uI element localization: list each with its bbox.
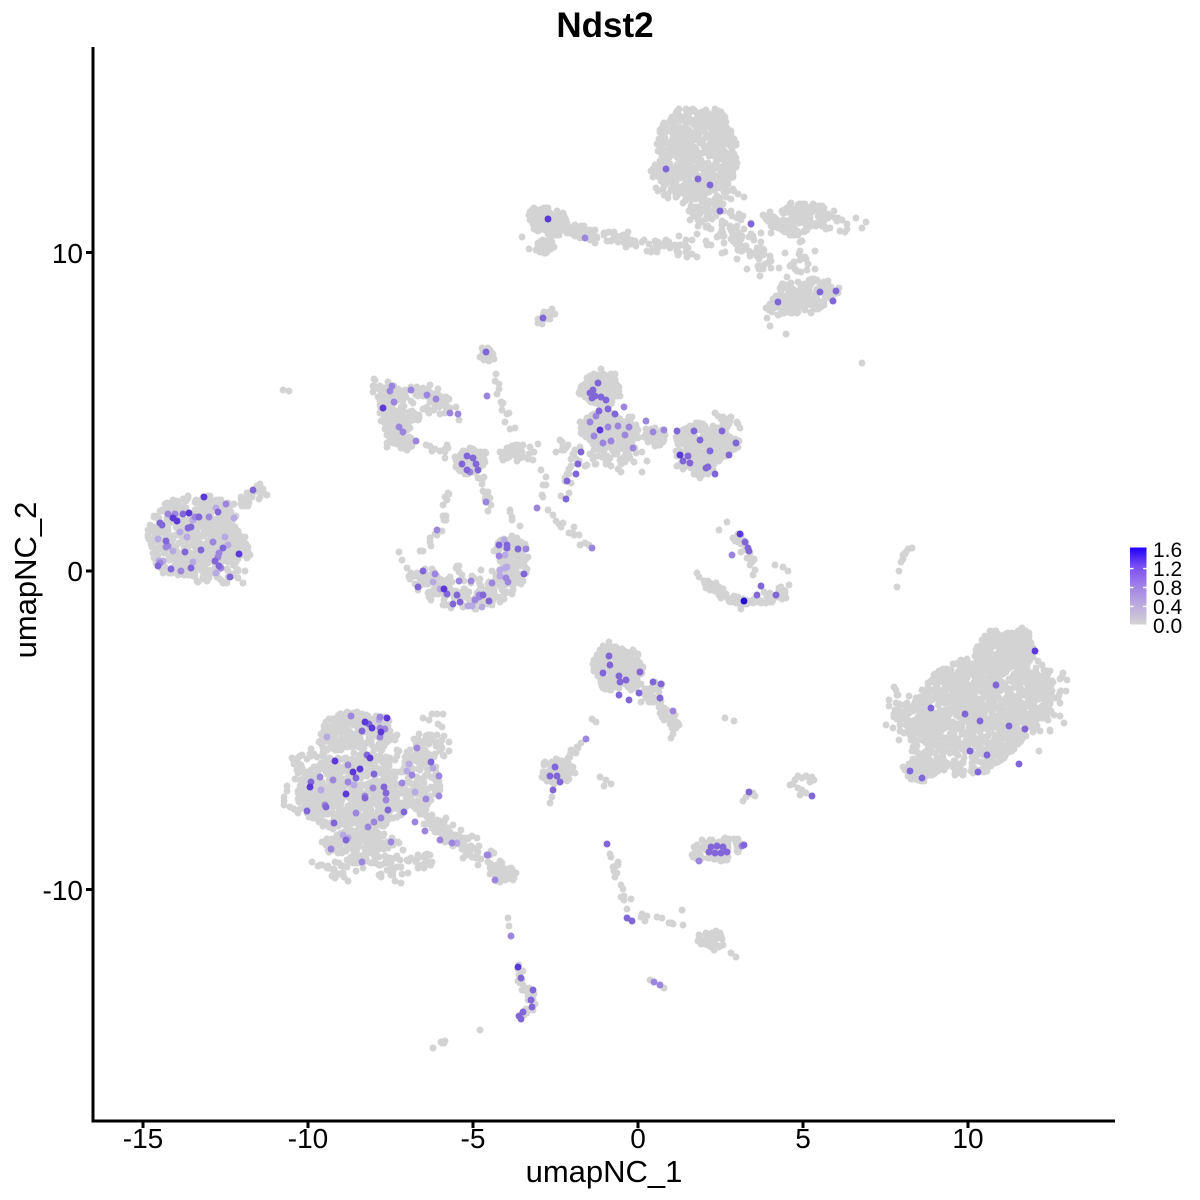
svg-text:0.0: 0.0 [1153,615,1182,638]
svg-text:umapNC_2: umapNC_2 [8,502,43,659]
svg-text:5: 5 [795,1123,811,1154]
svg-text:Ndst2: Ndst2 [556,6,653,45]
svg-text:0.8: 0.8 [1153,577,1182,600]
svg-text:10: 10 [52,238,83,269]
svg-text:0.4: 0.4 [1153,596,1183,619]
svg-text:-10: -10 [288,1123,328,1154]
svg-text:0: 0 [630,1123,646,1154]
svg-text:-10: -10 [43,875,83,906]
svg-text:-15: -15 [123,1123,163,1154]
svg-text:-5: -5 [461,1123,486,1154]
svg-text:0: 0 [67,556,83,587]
svg-text:umapNC_1: umapNC_1 [526,1154,683,1189]
svg-text:1.6: 1.6 [1153,539,1182,562]
svg-text:1.2: 1.2 [1153,558,1182,581]
svg-text:10: 10 [952,1123,983,1154]
